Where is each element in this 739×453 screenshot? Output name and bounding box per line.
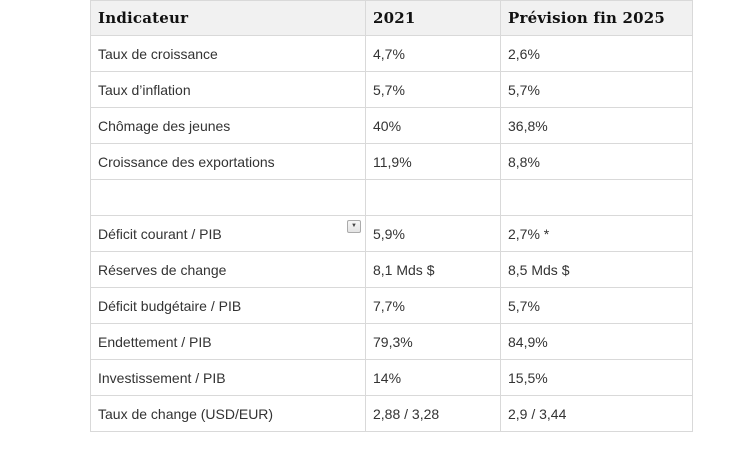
cell-2021[interactable]: 79,3% <box>365 323 501 360</box>
cell-2025[interactable]: 15,5% <box>500 359 693 396</box>
indicators-table: Indicateur 2021 Prévision fin 2025 Taux … <box>90 0 693 432</box>
cell-2021[interactable] <box>365 179 501 216</box>
cell-indicator[interactable]: Endettement / PIB <box>90 323 366 360</box>
cell-2021[interactable]: 4,7% <box>365 35 501 72</box>
cell-indicator[interactable]: Taux de croissance <box>90 35 366 72</box>
table-row: Endettement / PIB 79,3% 84,9% <box>90 323 693 360</box>
cell-2025[interactable]: 36,8% <box>500 107 693 144</box>
table-row: Taux de change (USD/EUR) 2,88 / 3,28 2,9… <box>90 395 693 432</box>
cell-indicator[interactable]: Croissance des exportations <box>90 143 366 180</box>
table-row: Investissement / PIB 14% 15,5% <box>90 359 693 396</box>
cell-dropdown-button[interactable]: ▼ <box>347 220 361 233</box>
column-header-indicateur: Indicateur <box>90 0 366 36</box>
table-row-empty <box>90 179 693 216</box>
cell-indicator[interactable] <box>90 179 366 216</box>
cell-2025[interactable]: 5,7% <box>500 71 693 108</box>
cell-2021[interactable]: 8,1 Mds $ <box>365 251 501 288</box>
table-row: Déficit courant / PIB ▼ 5,9% 2,7% * <box>90 215 693 252</box>
cell-indicator[interactable]: Déficit courant / PIB ▼ <box>90 215 366 252</box>
table-row: Taux d’inflation 5,7% 5,7% <box>90 71 693 108</box>
cell-2021[interactable]: 5,7% <box>365 71 501 108</box>
cell-2025[interactable]: 2,6% <box>500 35 693 72</box>
cell-indicator-label: Déficit courant / PIB <box>98 225 222 242</box>
cell-indicator[interactable]: Déficit budgétaire / PIB <box>90 287 366 324</box>
cell-2021[interactable]: 11,9% <box>365 143 501 180</box>
cell-2021[interactable]: 5,9% <box>365 215 501 252</box>
cell-2025[interactable]: 8,5 Mds $ <box>500 251 693 288</box>
chevron-down-icon: ▼ <box>351 223 357 229</box>
column-header-prevision-2025: Prévision fin 2025 <box>500 0 693 36</box>
cell-2021[interactable]: 7,7% <box>365 287 501 324</box>
cell-2025[interactable]: 2,9 / 3,44 <box>500 395 693 432</box>
cell-2021[interactable]: 40% <box>365 107 501 144</box>
cell-2025[interactable] <box>500 179 693 216</box>
cell-indicator[interactable]: Taux de change (USD/EUR) <box>90 395 366 432</box>
table-row: Réserves de change 8,1 Mds $ 8,5 Mds $ <box>90 251 693 288</box>
table-row: Taux de croissance 4,7% 2,6% <box>90 35 693 72</box>
column-header-2021: 2021 <box>365 0 501 36</box>
cell-2025[interactable]: 2,7% * <box>500 215 693 252</box>
table-row: Croissance des exportations 11,9% 8,8% <box>90 143 693 180</box>
table-row: Chômage des jeunes 40% 36,8% <box>90 107 693 144</box>
cell-indicator[interactable]: Investissement / PIB <box>90 359 366 396</box>
cell-2021[interactable]: 2,88 / 3,28 <box>365 395 501 432</box>
header-row: Indicateur 2021 Prévision fin 2025 <box>90 0 693 36</box>
indicators-table-container: Indicateur 2021 Prévision fin 2025 Taux … <box>90 0 693 432</box>
cell-2025[interactable]: 84,9% <box>500 323 693 360</box>
cell-indicator[interactable]: Chômage des jeunes <box>90 107 366 144</box>
table-row: Déficit budgétaire / PIB 7,7% 5,7% <box>90 287 693 324</box>
cell-indicator[interactable]: Réserves de change <box>90 251 366 288</box>
cell-2025[interactable]: 8,8% <box>500 143 693 180</box>
cell-2025[interactable]: 5,7% <box>500 287 693 324</box>
cell-indicator[interactable]: Taux d’inflation <box>90 71 366 108</box>
cell-2021[interactable]: 14% <box>365 359 501 396</box>
